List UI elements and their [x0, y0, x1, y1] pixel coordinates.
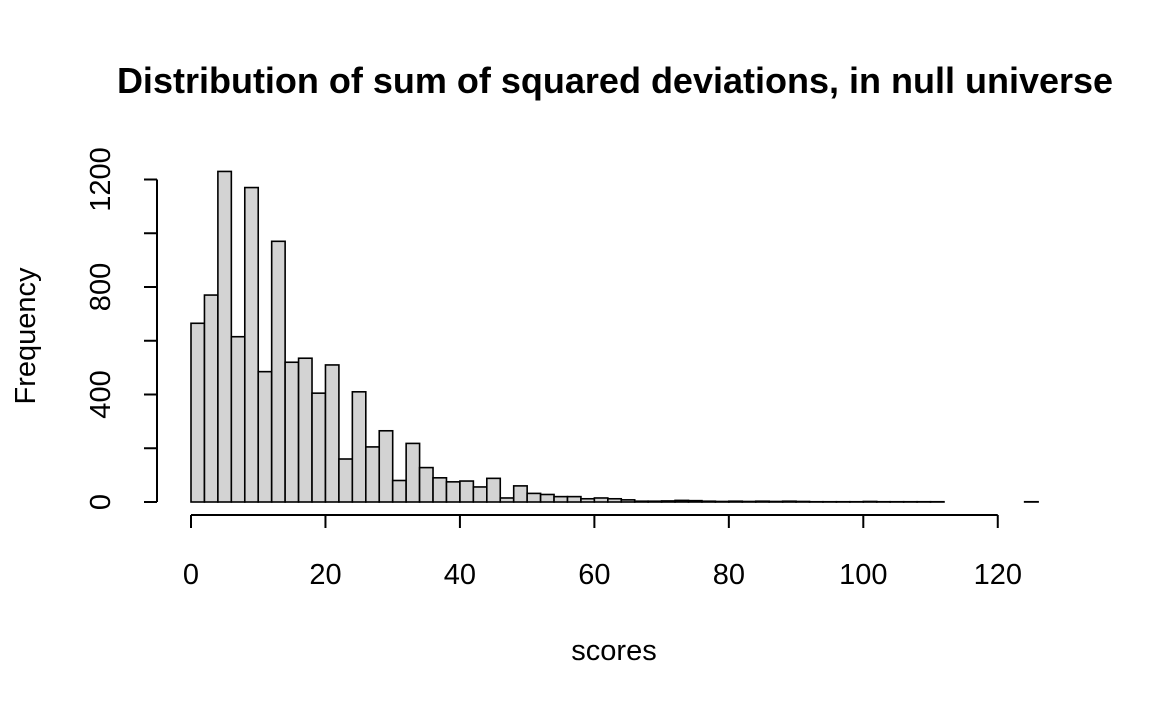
- histogram-bar: [230, 335, 246, 503]
- x-tick-label: 60: [578, 559, 610, 591]
- histogram-bar: [284, 361, 300, 503]
- histogram-bar: [324, 364, 340, 503]
- histogram-bar: [217, 170, 233, 503]
- histogram-bar: [741, 500, 757, 503]
- x-tick-label: 120: [974, 559, 1022, 591]
- y-axis: 0 400 800 1200: [85, 147, 158, 510]
- histogram-bar: [418, 466, 434, 503]
- histogram-bar: [297, 357, 313, 503]
- histogram-bar: [728, 500, 744, 503]
- histogram-bar: [270, 240, 286, 503]
- histogram-bar: [459, 480, 475, 503]
- histogram-bar: [593, 497, 609, 503]
- histogram-bar: [351, 391, 367, 503]
- histogram-bar: [539, 493, 555, 503]
- histogram-bar: [647, 500, 663, 503]
- histogram-bar: [781, 500, 797, 503]
- x-tick-label: 40: [444, 559, 476, 591]
- x-axis: 0 20 40 60 80 100 120: [183, 514, 1022, 591]
- histogram-bar: [391, 479, 407, 503]
- chart-title: Distribution of sum of squared deviation…: [117, 60, 1113, 101]
- histogram-bar: [701, 500, 717, 503]
- x-tick-label: 100: [839, 559, 887, 591]
- histogram-bar: [862, 500, 878, 503]
- histogram-bar: [472, 486, 488, 503]
- x-tick-label: 20: [309, 559, 341, 591]
- histogram-bar: [526, 492, 542, 503]
- y-axis-label: Frequency: [10, 267, 42, 405]
- histogram-bar: [674, 499, 690, 503]
- y-tick-label: 0: [85, 494, 117, 510]
- histogram-bar: [338, 458, 354, 503]
- histogram-bar: [768, 500, 784, 503]
- histogram-bar: [687, 499, 703, 503]
- histogram-bar: [553, 495, 569, 503]
- histogram-bar: [660, 500, 676, 503]
- histogram-bar: [257, 370, 273, 503]
- x-tick-label: 0: [183, 559, 199, 591]
- histogram-bar: [580, 497, 596, 503]
- histogram-bar: [795, 500, 811, 503]
- histogram-bar: [432, 477, 448, 503]
- histogram-bar: [190, 322, 206, 503]
- histogram-bar: [486, 477, 502, 503]
- histogram-bar: [378, 429, 394, 503]
- y-tick-label: 1200: [85, 147, 117, 212]
- x-tick-label: 80: [713, 559, 745, 591]
- histogram-bar: [445, 481, 461, 503]
- histogram-bar: [203, 294, 219, 503]
- histogram-bar: [607, 497, 623, 503]
- histogram-bar: [364, 446, 381, 503]
- histogram-bar: [311, 392, 327, 503]
- histogram-bar: [714, 500, 730, 503]
- x-axis-label: scores: [571, 635, 656, 667]
- histogram-bar: [566, 495, 582, 503]
- histogram-bar: [633, 500, 649, 503]
- histogram-bar: [620, 499, 636, 503]
- bars-group: [190, 170, 1039, 503]
- histogram-bar: [405, 442, 421, 503]
- y-tick-label: 800: [85, 263, 117, 311]
- histogram-bar: [499, 497, 515, 503]
- y-tick-label: 400: [85, 370, 117, 418]
- histogram-bar: [754, 500, 770, 503]
- histogram-bar: [512, 485, 528, 503]
- histogram-bar: [243, 186, 260, 503]
